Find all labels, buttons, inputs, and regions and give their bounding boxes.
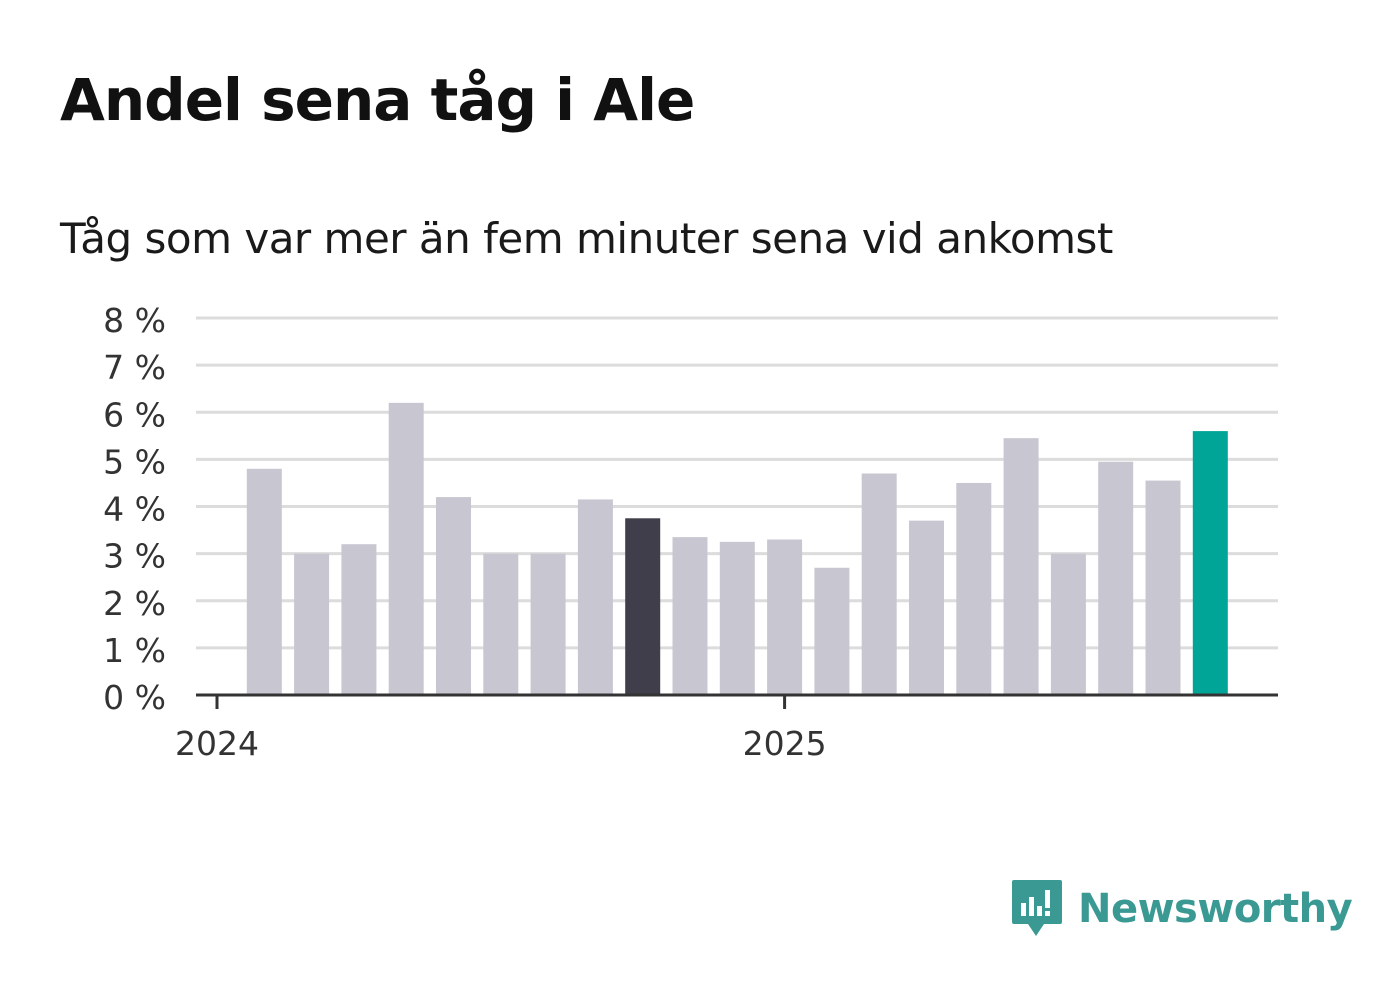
y-tick-label: 1 %	[103, 631, 166, 670]
chart-title: Andel sena tåg i Ale	[60, 66, 695, 134]
y-tick-label: 3 %	[103, 537, 166, 576]
bar	[1098, 461, 1134, 695]
y-tick-label: 4 %	[103, 490, 166, 529]
newsworthy-logo-icon	[1012, 880, 1062, 936]
bar	[1003, 438, 1039, 695]
bar	[625, 518, 661, 695]
bar	[1192, 431, 1228, 695]
bar	[436, 497, 471, 695]
bar	[767, 539, 803, 695]
y-tick-label: 6 %	[103, 395, 166, 434]
bar	[909, 520, 944, 695]
bar	[246, 468, 282, 695]
bar	[1145, 480, 1181, 695]
bar	[483, 553, 519, 695]
bar	[956, 482, 992, 695]
bar	[1050, 553, 1086, 695]
bar	[719, 541, 755, 695]
bar	[672, 537, 708, 695]
bar	[530, 553, 566, 695]
bar	[294, 553, 330, 695]
newsworthy-logo: Newsworthy	[1010, 878, 1353, 940]
y-tick-label: 2 %	[103, 584, 166, 623]
bar	[388, 402, 424, 695]
y-tick-label: 8 %	[103, 301, 166, 340]
y-tick-label: 5 %	[103, 442, 166, 481]
brand-name: Newsworthy	[1078, 886, 1353, 932]
bar	[814, 567, 850, 695]
y-tick-label: 0 %	[103, 678, 166, 717]
x-tick-label: 2024	[175, 724, 259, 763]
y-tick-label: 7 %	[103, 348, 166, 387]
x-tick-label: 2025	[743, 724, 827, 763]
bar	[861, 473, 897, 695]
chart-subtitle: Tåg som var mer än fem minuter sena vid …	[60, 214, 1113, 263]
bar	[577, 499, 613, 695]
bar	[341, 544, 377, 695]
